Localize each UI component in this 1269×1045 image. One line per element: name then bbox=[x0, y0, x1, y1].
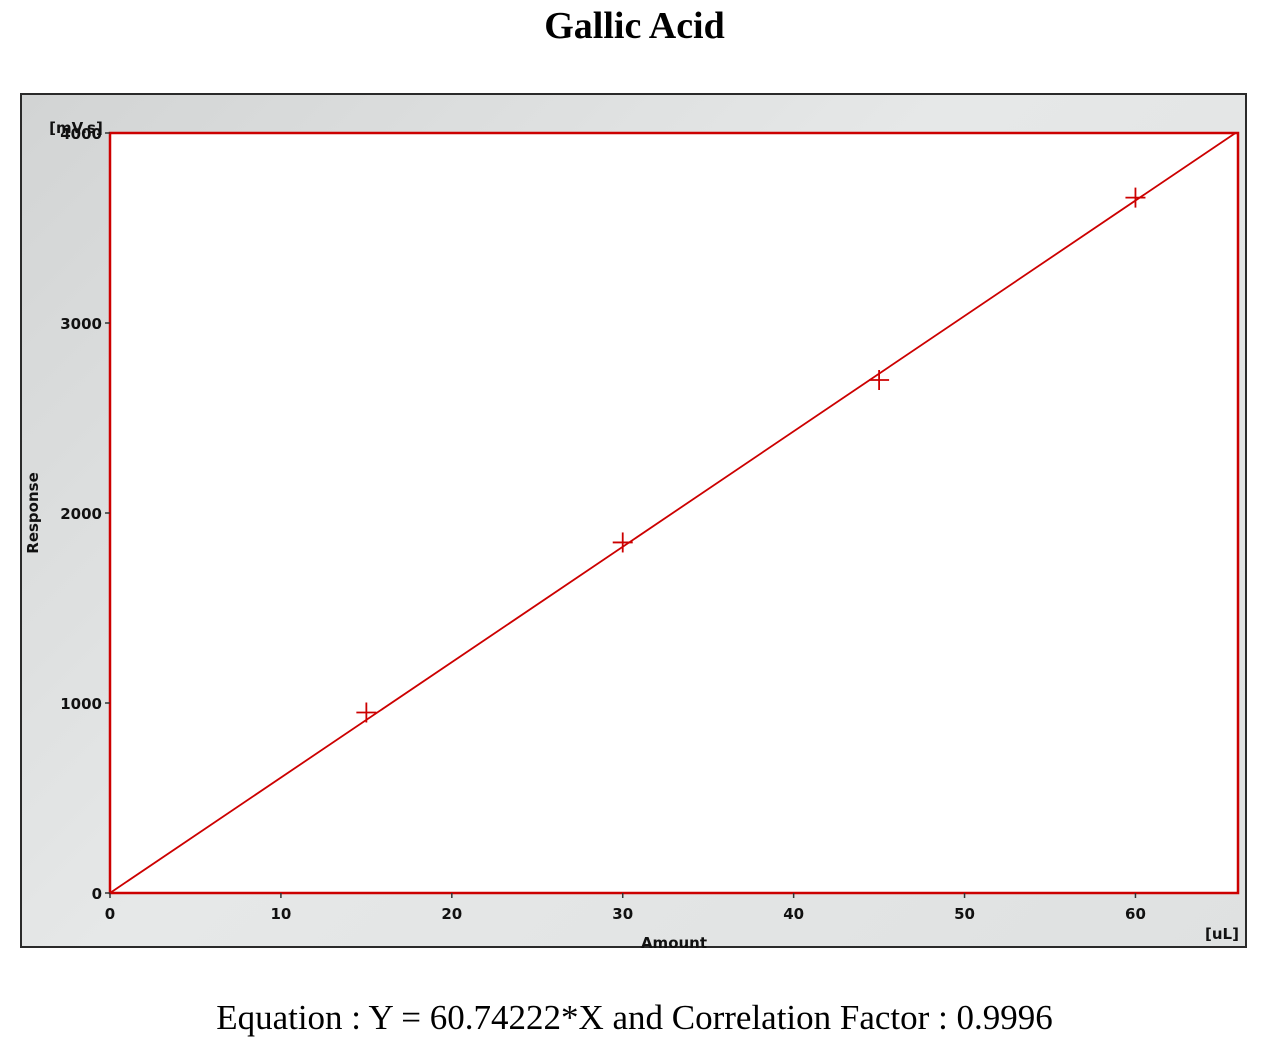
y-axis-unit: [mV.s] bbox=[49, 119, 103, 137]
data-point bbox=[1125, 187, 1146, 208]
y-tick-label: 1000 bbox=[60, 695, 102, 713]
x-tick-label: 50 bbox=[954, 905, 975, 923]
y-tick-label: 0 bbox=[92, 885, 102, 903]
equation-caption: Equation : Y = 60.74222*X and Correlatio… bbox=[216, 998, 1053, 1037]
x-tick-label: 10 bbox=[270, 905, 291, 923]
data-point bbox=[612, 532, 633, 553]
fit-line bbox=[109, 132, 1236, 894]
y-tick-label: 4000 bbox=[60, 125, 102, 143]
x-tick-label: 20 bbox=[441, 905, 462, 923]
y-axis-label: Response bbox=[24, 472, 42, 553]
x-axis-label: Amount bbox=[641, 934, 707, 952]
data-point bbox=[356, 702, 377, 723]
x-tick-label: 30 bbox=[612, 905, 633, 923]
chart-title: Gallic Acid bbox=[544, 5, 725, 47]
y-tick-label: 3000 bbox=[60, 315, 102, 333]
y-tick-label: 2000 bbox=[60, 505, 102, 523]
x-ticks-group: 0 10 20 30 40 50 60 bbox=[105, 893, 1146, 923]
data-points-group bbox=[356, 187, 1146, 723]
x-tick-label: 60 bbox=[1125, 905, 1146, 923]
x-tick-label: 0 bbox=[105, 905, 115, 923]
x-axis-unit: [uL] bbox=[1205, 925, 1239, 943]
data-point bbox=[869, 370, 890, 390]
fit-line-group bbox=[109, 132, 1236, 894]
x-tick-label: 40 bbox=[783, 905, 804, 923]
y-ticks-group: 0 1000 2000 3000 4000 bbox=[60, 125, 110, 903]
